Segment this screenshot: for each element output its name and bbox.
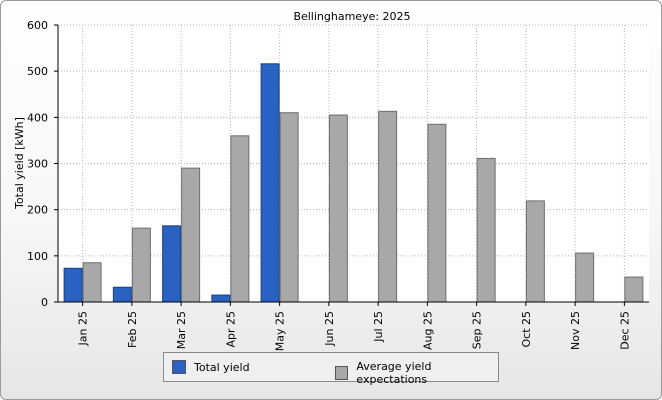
bar-average-yield bbox=[378, 110, 398, 303]
bar-average-yield bbox=[427, 123, 447, 303]
legend-swatch-average-yield bbox=[335, 366, 349, 380]
bar-average-yield bbox=[624, 276, 644, 303]
chart-title: Bellinghameye: 2025 bbox=[293, 10, 410, 23]
x-tick-label: May 25 bbox=[274, 311, 287, 351]
y-tick-label: 0 bbox=[41, 296, 48, 309]
x-tick-label: Feb 25 bbox=[126, 311, 139, 348]
bar-total-yield bbox=[260, 63, 280, 303]
x-tick-label: Mar 25 bbox=[175, 311, 188, 349]
y-tick-label: 200 bbox=[27, 204, 48, 217]
legend-item-average-yield: Average yield expectations bbox=[335, 360, 498, 386]
y-tick-label: 400 bbox=[27, 111, 48, 124]
bar-total-yield bbox=[211, 294, 231, 303]
y-tick-label: 600 bbox=[27, 19, 48, 32]
x-tick-label: Sep 25 bbox=[471, 311, 484, 349]
bar-average-yield bbox=[181, 167, 201, 303]
y-axis-ticks: 0 100 200 300 400 500 600 bbox=[27, 19, 58, 309]
bar-average-yield bbox=[131, 227, 151, 303]
bar-average-yield bbox=[82, 262, 102, 303]
bar-average-yield bbox=[575, 252, 595, 303]
legend-swatch-total-yield bbox=[172, 360, 186, 374]
legend-label-average-yield: Average yield expectations bbox=[356, 360, 432, 386]
x-tick-label: Aug 25 bbox=[421, 311, 434, 350]
bar-average-yield bbox=[230, 135, 250, 303]
legend-item-total-yield: Total yield bbox=[172, 360, 250, 374]
y-tick-label: 500 bbox=[27, 65, 48, 78]
x-axis-ticks: Jan 25 Feb 25 Mar 25 Apr 25 May 25 Jun 25 Jul … bbox=[77, 302, 631, 351]
bar-total-yield bbox=[63, 267, 83, 303]
x-tick-label: Apr 25 bbox=[224, 311, 237, 348]
legend-label-total-yield: Total yield bbox=[194, 360, 250, 374]
bar-average-yield bbox=[476, 157, 496, 303]
legend: Total yield Average yield expectations bbox=[163, 352, 499, 386]
bar-average-yield bbox=[279, 112, 299, 303]
bar-total-yield bbox=[112, 286, 132, 303]
x-tick-label: Jun 25 bbox=[323, 311, 336, 347]
x-tick-label: Oct 25 bbox=[520, 311, 533, 348]
bar-average-yield bbox=[328, 114, 348, 303]
bar-average-yield bbox=[525, 200, 545, 303]
bar-total-yield bbox=[162, 225, 182, 303]
y-tick-label: 100 bbox=[27, 250, 48, 263]
x-tick-label: Dec 25 bbox=[618, 311, 631, 350]
x-tick-label: Jul 25 bbox=[372, 311, 385, 343]
y-tick-label: 300 bbox=[27, 158, 48, 171]
y-axis-label: Total yield [kWh] bbox=[13, 117, 26, 210]
x-tick-label: Nov 25 bbox=[569, 311, 582, 350]
bars bbox=[63, 63, 644, 303]
x-tick-label: Jan 25 bbox=[77, 311, 90, 346]
